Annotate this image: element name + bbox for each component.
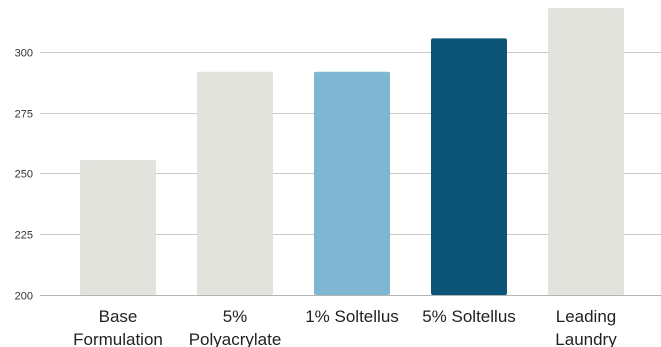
x-category-label: 5% — [223, 307, 248, 326]
bar-4 — [548, 8, 624, 295]
y-tick-label: 275 — [15, 109, 33, 121]
y-tick-label: 250 — [15, 169, 33, 181]
y-tick-label: 225 — [15, 230, 33, 242]
y-axis-tick-labels: 200 225 250 275 300 — [15, 48, 33, 303]
x-category-label: Base — [99, 307, 138, 326]
x-category-label: Formulation — [73, 330, 163, 347]
x-category-label: Polyacrylate — [189, 330, 282, 347]
x-category-label: Laundry — [555, 330, 617, 347]
bar-3 — [431, 38, 507, 296]
x-category-label: 1% Soltellus — [305, 307, 399, 326]
bar-2 — [314, 71, 390, 296]
x-category-label: Leading — [556, 307, 617, 326]
x-axis-category-labels: Base Formulation 5% Polyacrylate 1% Soltellu… — [73, 307, 617, 347]
bar-0 — [80, 160, 156, 295]
y-tick-label: 300 — [15, 48, 33, 60]
bar-1 — [197, 71, 273, 296]
x-category-label: 5% Soltellus — [422, 307, 516, 326]
y-tick-label: 200 — [15, 291, 33, 303]
bars — [80, 8, 624, 296]
